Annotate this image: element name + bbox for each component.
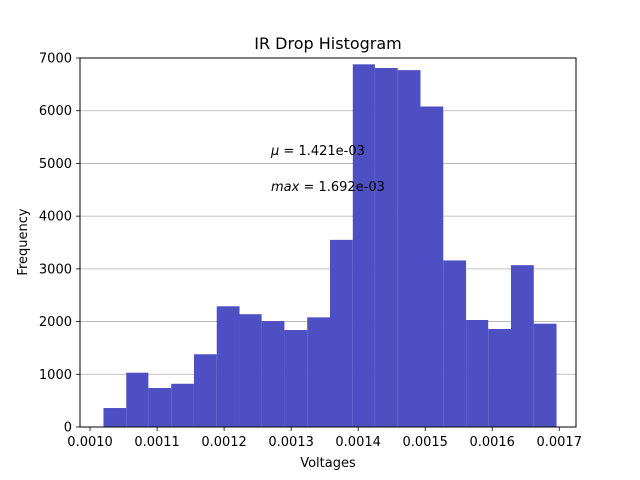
plot-area-frame xyxy=(79,57,577,428)
y-tick-label: 1000 xyxy=(39,368,72,383)
x-tick-label: 0.0012 xyxy=(201,435,247,450)
histogram-bar xyxy=(216,306,240,427)
y-tick-label: 3000 xyxy=(39,262,72,277)
y-tick-label: 7000 xyxy=(39,52,72,67)
x-tick-label: 0.0014 xyxy=(335,435,381,450)
y-tick-label: 5000 xyxy=(39,157,72,172)
x-tick-label: 0.0015 xyxy=(402,435,448,450)
histogram-bar xyxy=(148,387,172,427)
max-value: = 1.692e-03 xyxy=(299,180,385,195)
x-tick-label: 0.0017 xyxy=(536,435,582,450)
y-tick-label: 0 xyxy=(64,421,72,436)
histogram-bar xyxy=(330,239,353,427)
x-tick-label: 0.0010 xyxy=(67,435,113,450)
histogram-bar xyxy=(239,314,262,427)
max-symbol: max xyxy=(271,180,300,195)
x-tick-label: 0.0011 xyxy=(134,435,180,450)
mean-symbol: μ xyxy=(270,144,279,159)
histogram-bar xyxy=(126,372,149,427)
histogram-bar xyxy=(374,68,398,427)
x-tick-label: 0.0013 xyxy=(268,435,314,450)
y-axis-label: Frequency xyxy=(16,208,31,275)
histogram-bar xyxy=(307,317,331,427)
histogram-bar xyxy=(533,323,557,427)
mean-value: = 1.421e-03 xyxy=(279,144,365,159)
histogram-bar xyxy=(103,408,127,427)
x-axis-label: Voltages xyxy=(300,456,356,471)
histogram-bar xyxy=(443,260,467,427)
histogram-bar xyxy=(261,321,285,427)
y-tick-label: 2000 xyxy=(39,315,72,330)
chart-title: IR Drop Histogram xyxy=(254,34,402,53)
histogram-bar xyxy=(171,383,194,427)
histogram-bar xyxy=(466,319,489,427)
histogram-bar xyxy=(352,64,375,427)
histogram-bar xyxy=(397,70,421,428)
x-axis: 0.0010 0.0011 0.0012 0.0013 0.0014 0.0015 0.00… xyxy=(67,427,582,450)
histogram-bar xyxy=(420,106,444,428)
histogram-bar xyxy=(510,265,534,427)
histogram-bar xyxy=(193,354,217,427)
mean-annotation: μ = 1.421e-03 xyxy=(270,144,365,159)
histogram-bar xyxy=(284,330,308,427)
histogram-bars xyxy=(103,64,557,428)
y-tick-label: 4000 xyxy=(39,210,72,225)
y-tick-label: 6000 xyxy=(39,104,72,119)
y-axis: 0 1000 2000 3000 4000 5000 6000 7000 xyxy=(39,52,80,436)
histogram-bar xyxy=(488,328,511,427)
x-tick-label: 0.0016 xyxy=(469,435,515,450)
max-annotation: max = 1.692e-03 xyxy=(271,180,385,195)
